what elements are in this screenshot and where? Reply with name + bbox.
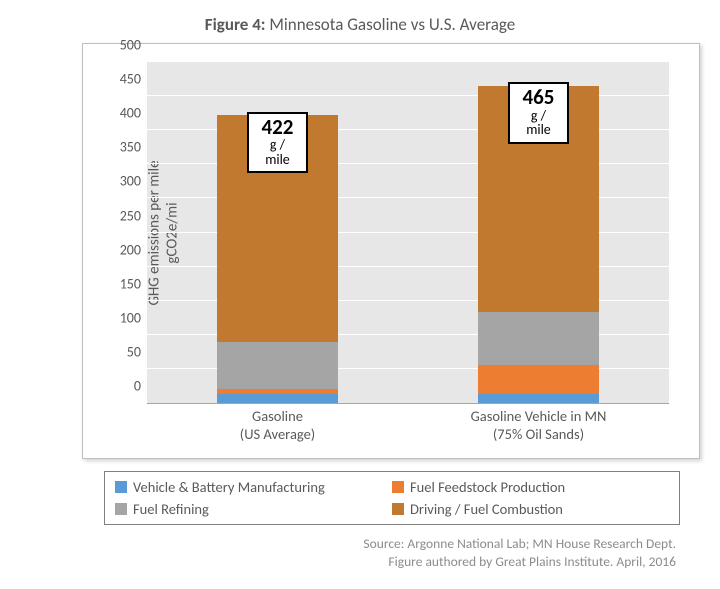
legend-label: Driving / Fuel Combustion [410, 500, 563, 518]
legend-label: Fuel Refining [133, 500, 209, 518]
bar-segment-refining [478, 312, 598, 365]
bar-segment-refining [217, 342, 337, 390]
figure-container: Figure 4: Minnesota Gasoline vs U.S. Ave… [0, 0, 720, 589]
plot-area: GHG emissions per mile gCO2e/mi 05010015… [147, 62, 669, 404]
legend-item: Fuel Feedstock Production [392, 478, 669, 496]
y-tick-label: 250 [120, 207, 141, 224]
bar-segment-veh_batt [478, 394, 598, 403]
legend-swatch [392, 481, 404, 493]
chart-box: GHG emissions per mile gCO2e/mi 0 50 100 15… [82, 43, 700, 459]
y-tick-label: 50 [127, 343, 141, 360]
y-tick-label: 350 [120, 139, 141, 156]
y-axis-title-line2: gCO2e/mi [164, 202, 182, 263]
y-tick-label: 500 [120, 37, 141, 54]
source-text: Source: Argonne National Lab; MN House R… [22, 535, 676, 570]
bar-segment-veh_batt [217, 394, 337, 403]
figure-title-text: Minnesota Gasoline vs U.S. Average [266, 14, 516, 35]
bar-segment-feedstock [478, 365, 598, 394]
legend-swatch [115, 503, 127, 515]
y-tick-label: 300 [120, 173, 141, 190]
figure-title-prefix: Figure 4: [205, 14, 266, 35]
legend-swatch [115, 481, 127, 493]
y-axis-title: GHG emissions per mile gCO2e/mi [146, 160, 182, 305]
value-callout: 422g / mile [247, 112, 307, 173]
source-line1: Source: Argonne National Lab; MN House R… [363, 535, 676, 552]
legend: Vehicle & Battery Manufacturing Fuel Feed… [104, 471, 680, 525]
bar: 465g / mile [478, 62, 598, 403]
y-tick-label: 100 [120, 309, 141, 326]
y-tick-label: 450 [120, 71, 141, 88]
y-tick-label: 400 [120, 105, 141, 122]
y-tick-label: 200 [120, 241, 141, 258]
legend-swatch [392, 503, 404, 515]
bar: 422g / mile [217, 62, 337, 403]
legend-label: Vehicle & Battery Manufacturing [133, 478, 325, 496]
bar-segment-feedstock [217, 389, 337, 394]
legend-item: Vehicle & Battery Manufacturing [115, 478, 392, 496]
y-tick-label: 0 [134, 378, 141, 395]
source-line2: Figure authored by Great Plains Institut… [388, 553, 676, 570]
legend-item: Fuel Refining [115, 500, 392, 518]
legend-label: Fuel Feedstock Production [410, 478, 565, 496]
x-category-label: Gasoline Vehicle in MN(75% Oil Sands) [471, 407, 607, 443]
x-category-label: Gasoline(US Average) [240, 407, 315, 443]
y-axis-title-line1: GHG emissions per mile [146, 160, 164, 305]
y-tick-label: 150 [120, 275, 141, 292]
value-callout: 465g / mile [508, 82, 568, 143]
figure-title: Figure 4: Minnesota Gasoline vs U.S. Ave… [22, 14, 698, 35]
legend-item: Driving / Fuel Combustion [392, 500, 669, 518]
